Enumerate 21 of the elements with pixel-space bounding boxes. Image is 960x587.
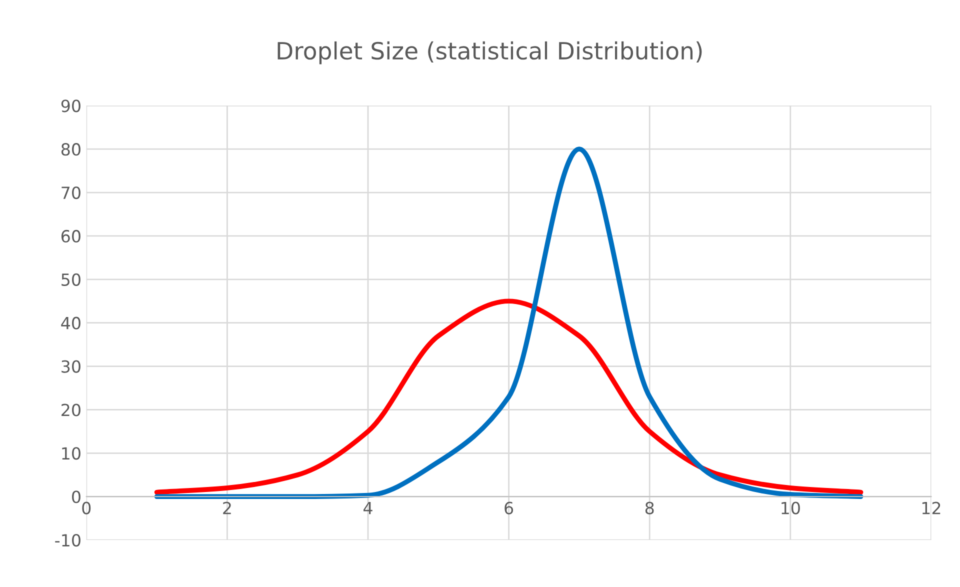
y-tick-label: 90 — [61, 100, 80, 112]
chart-title: Droplet Size (statistical Distribution) — [278, 41, 702, 64]
x-tick-label: 12 — [922, 502, 940, 514]
y-tick-label: 20 — [62, 404, 80, 416]
x-tick-label: 6 — [504, 502, 514, 514]
y-tick-label: 10 — [62, 447, 80, 460]
y-tick-label: 0 — [72, 490, 80, 504]
y-tick-label: -10 — [55, 534, 80, 547]
y-tick-label: 80 — [61, 143, 80, 156]
y-tick-label: 40 — [61, 316, 80, 330]
x-tick-label: 8 — [645, 502, 654, 514]
x-tick-label: 0 — [82, 502, 91, 514]
line-series — [154, 298, 864, 495]
y-tick-label: 30 — [62, 360, 80, 373]
x-tick-label: 10 — [782, 502, 800, 514]
x-tick-label: 2 — [223, 502, 231, 514]
y-tick-label: 60 — [61, 230, 80, 243]
y-tick-label: 50 — [62, 273, 80, 286]
x-tick-label: 4 — [364, 502, 372, 514]
y-tick-label: 70 — [62, 186, 80, 200]
line-series — [154, 146, 864, 500]
